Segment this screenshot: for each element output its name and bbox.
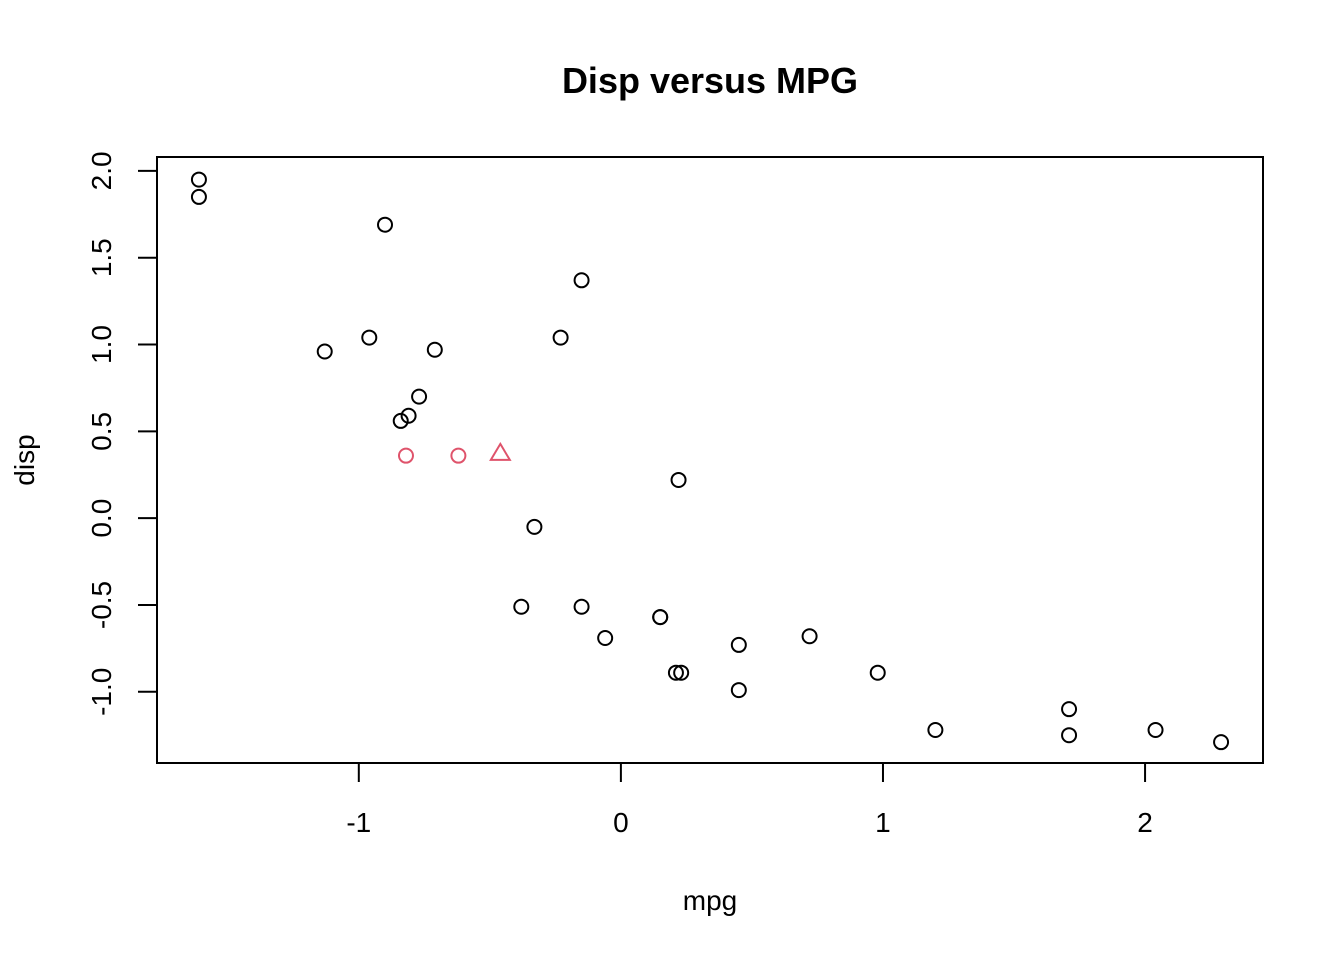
data-point xyxy=(927,722,944,739)
data-point xyxy=(1213,734,1230,751)
data-point xyxy=(513,598,530,615)
data-point xyxy=(673,664,690,681)
y-tick-label: 0.5 xyxy=(86,412,117,451)
y-axis: -1.0 -0.5 0.0 0.5 1.0 1.5 2.0 xyxy=(86,151,158,716)
y-tick-label: -1.0 xyxy=(86,668,117,716)
data-point xyxy=(316,343,333,360)
data-point xyxy=(573,598,590,615)
data-points xyxy=(190,171,1230,751)
y-tick-label: 0.0 xyxy=(86,499,117,538)
x-tick-label: 2 xyxy=(1137,807,1153,838)
data-point xyxy=(450,447,467,464)
data-point xyxy=(377,216,394,233)
data-point xyxy=(670,471,687,488)
y-tick-label: 2.0 xyxy=(86,151,117,190)
x-tick-label: 0 xyxy=(613,807,629,838)
chart-title: Disp versus MPG xyxy=(562,60,858,101)
data-point xyxy=(361,329,378,346)
y-tick-label: -0.5 xyxy=(86,581,117,629)
plot-frame xyxy=(156,156,1264,764)
x-axis-label: mpg xyxy=(683,885,737,916)
data-point xyxy=(411,388,428,405)
data-point xyxy=(730,682,747,699)
data-point xyxy=(526,518,543,535)
data-point xyxy=(801,628,818,645)
data-point xyxy=(667,664,684,681)
x-axis: -1 0 1 2 xyxy=(346,762,1153,838)
x-tick-label: -1 xyxy=(346,807,371,838)
data-point xyxy=(426,341,443,358)
data-point xyxy=(1061,727,1078,744)
data-point xyxy=(730,636,747,653)
data-point xyxy=(1147,722,1164,739)
y-axis-label: disp xyxy=(9,434,40,485)
data-point xyxy=(190,188,207,205)
data-point xyxy=(869,664,886,681)
data-point xyxy=(652,609,669,626)
y-tick-label: 1.5 xyxy=(86,238,117,277)
y-tick-label: 1.0 xyxy=(86,325,117,364)
data-point xyxy=(400,407,417,424)
data-point xyxy=(573,272,590,289)
data-point xyxy=(397,447,414,464)
x-tick-label: 1 xyxy=(875,807,891,838)
data-point xyxy=(392,412,409,429)
data-point xyxy=(597,629,614,646)
data-point xyxy=(190,171,207,188)
data-point-triangle xyxy=(489,441,512,461)
data-point xyxy=(1061,701,1078,718)
data-point xyxy=(552,329,569,346)
